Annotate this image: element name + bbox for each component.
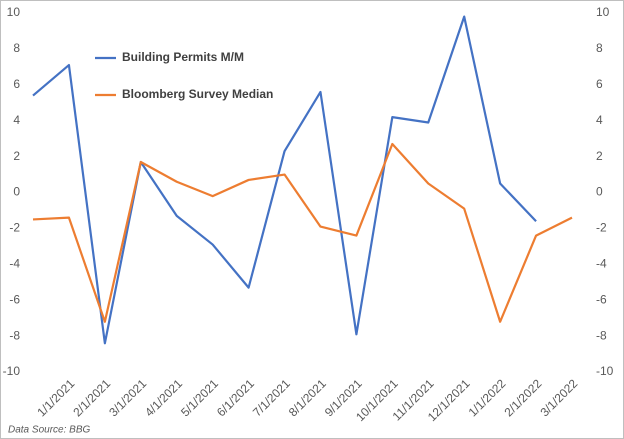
y-tick-label: -10 — [3, 364, 21, 378]
y2-tick-label: -8 — [596, 328, 607, 342]
y2-tick-label: -6 — [596, 292, 607, 306]
source-note: Data Source: BBG — [8, 425, 90, 436]
legend-label: Building Permits M/M — [122, 50, 244, 64]
y-tick-label: -6 — [9, 292, 20, 306]
y-tick-label: -8 — [9, 328, 20, 342]
y2-tick-label: -4 — [596, 256, 607, 270]
y-tick-label: 10 — [7, 5, 21, 19]
y2-tick-label: 2 — [596, 149, 603, 163]
y2-tick-label: 0 — [596, 185, 603, 199]
y-tick-label: 8 — [13, 41, 20, 55]
y-tick-label: 4 — [13, 113, 20, 127]
y-tick-label: -2 — [9, 221, 20, 235]
series-line — [32, 15, 537, 345]
y2-tick-label: 4 — [596, 113, 603, 127]
y2-tick-label: 8 — [596, 41, 603, 55]
y2-tick-label: 10 — [596, 5, 610, 19]
y-tick-label: -4 — [9, 256, 20, 270]
y-tick-label: 6 — [13, 77, 20, 91]
legend-label: Bloomberg Survey Median — [122, 87, 273, 101]
y-tick-label: 2 — [13, 149, 20, 163]
y2-tick-label: -10 — [596, 364, 614, 378]
y-tick-label: 0 — [13, 185, 20, 199]
y2-tick-label: 6 — [596, 77, 603, 91]
series-line — [32, 142, 573, 323]
y2-tick-label: -2 — [596, 221, 607, 235]
